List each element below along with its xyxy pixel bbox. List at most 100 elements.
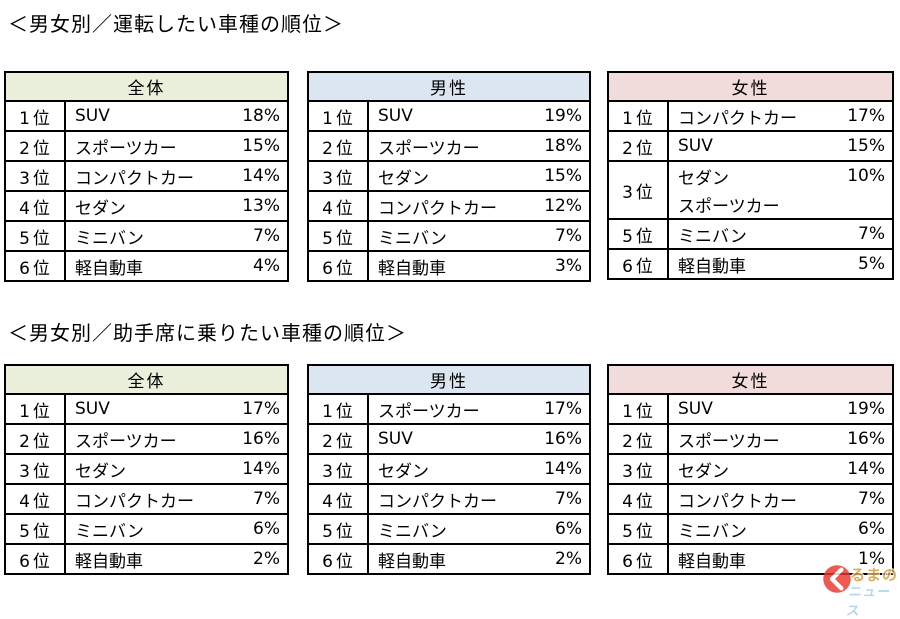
rank-cell: 2位: [607, 423, 669, 455]
name-cell: 軽自動車: [64, 543, 224, 575]
value-cell: 7%: [222, 220, 290, 252]
rank-cell: 6位: [307, 543, 369, 575]
value-cell: 10%: [827, 160, 895, 220]
value-cell: 7%: [222, 483, 290, 515]
table-title-overall-passenger: 全体: [4, 364, 289, 395]
value-cell: 6%: [827, 513, 895, 545]
name-cell: セダン: [667, 453, 829, 485]
rank-cell: 1位: [607, 393, 669, 425]
value-cell: 7%: [524, 483, 592, 515]
rank-cell: 5位: [307, 220, 369, 252]
value-cell: 18%: [222, 100, 290, 132]
rank-cell: 1位: [4, 100, 66, 132]
name-cell: 軽自動車: [64, 250, 224, 282]
ranking-table-overall-passenger: 全体 1位 SUV 17% 2位 スポーツカー 16% 3位 セダン 14% 4位 コンパクトカー 7%…: [4, 364, 290, 575]
rank-cell: 6位: [307, 250, 369, 282]
value-cell: 14%: [524, 453, 592, 485]
value-cell: 6%: [222, 513, 290, 545]
name-cell: 軽自動車: [367, 250, 526, 282]
ranking-table-overall-drive: 全体 1位 SUV 18% 2位 スポーツカー 15% 3位 コンパクトカー 14% 4位 セダン 13…: [4, 71, 290, 282]
rank-cell: 2位: [307, 130, 369, 162]
name-cell: SUV: [667, 130, 829, 162]
rank-cell: 2位: [4, 423, 66, 455]
tables-row-drive: 全体 1位 SUV 18% 2位 スポーツカー 15% 3位 コンパクトカー 14% 4位 セダン 13…: [0, 71, 900, 285]
ranking-table-female-passenger: 女性 1位 SUV 19% 2位 スポーツカー 16% 3位 セダン 14% 4位 コンパクトカー 7%…: [607, 364, 895, 575]
rank-cell: 3位: [4, 453, 66, 485]
value-cell: 14%: [222, 453, 290, 485]
rank-cell: 3位: [4, 160, 66, 192]
section-title-drive: ＜男女別／運転したい車種の順位＞: [8, 12, 344, 36]
watermark-text-bottom: ニュース: [845, 585, 893, 619]
name-cell: SUV: [367, 100, 526, 132]
ranking-table-female-drive: 女性 1位 コンパクトカー 17% 2位 SUV 15% 3位 セダン 10% スポーツカー 5位 ミニ…: [607, 71, 895, 280]
name-cell: コンパクトカー: [667, 100, 829, 132]
value-cell: 17%: [222, 393, 290, 425]
rank-cell: 2位: [607, 130, 669, 162]
value-cell: 3%: [524, 250, 592, 282]
rank-cell: 4位: [4, 483, 66, 515]
value-cell: 16%: [524, 423, 592, 455]
name-cell: 軽自動車: [667, 543, 829, 575]
value-cell: 15%: [524, 160, 592, 192]
name-cell: SUV: [64, 100, 224, 132]
value-cell: 19%: [827, 393, 895, 425]
name-cell: ミニバン: [667, 218, 829, 250]
value-cell: 7%: [827, 218, 895, 250]
rank-cell: 5位: [607, 218, 669, 250]
value-cell: 19%: [524, 100, 592, 132]
rank-cell: 3位: [307, 160, 369, 192]
value-cell: 13%: [222, 190, 290, 222]
ranking-table-male-drive: 男性 1位 SUV 19% 2位 スポーツカー 18% 3位 セダン 15% 4位 コンパクトカー 12…: [307, 71, 592, 282]
name-cell: スポーツカー: [667, 190, 829, 220]
name-cell: コンパクトカー: [64, 483, 224, 515]
value-cell: 15%: [827, 130, 895, 162]
news-logo-icon: [823, 565, 851, 593]
rank-cell: 3位: [307, 453, 369, 485]
value-cell: 2%: [524, 543, 592, 575]
value-cell: 6%: [524, 513, 592, 545]
name-cell: コンパクトカー: [667, 483, 829, 515]
table-title-male-passenger: 男性: [307, 364, 591, 395]
value-cell: 16%: [827, 423, 895, 455]
table-title-female-drive: 女性: [607, 71, 894, 102]
news-watermark: るまの ニュース: [822, 562, 900, 619]
name-cell: 軽自動車: [367, 543, 526, 575]
name-cell: スポーツカー: [64, 130, 224, 162]
rank-cell: 6位: [4, 250, 66, 282]
name-cell: スポーツカー: [367, 393, 526, 425]
rank-cell: 1位: [4, 393, 66, 425]
name-cell: スポーツカー: [367, 130, 526, 162]
name-cell: ミニバン: [64, 513, 224, 545]
value-cell: 4%: [222, 250, 290, 282]
rank-cell: 2位: [4, 130, 66, 162]
name-cell: セダン: [667, 160, 829, 190]
table-title-male-drive: 男性: [307, 71, 591, 102]
name-cell: スポーツカー: [64, 423, 224, 455]
rank-cell: 5位: [607, 513, 669, 545]
rank-cell: 1位: [307, 100, 369, 132]
name-cell: セダン: [367, 160, 526, 192]
rank-cell: 1位: [307, 393, 369, 425]
ranking-table-male-passenger: 男性 1位 スポーツカー 17% 2位 SUV 16% 3位 セダン 14% 4位 コンパクトカー 7%…: [307, 364, 592, 575]
table-title-female-passenger: 女性: [607, 364, 894, 395]
name-cell: スポーツカー: [667, 423, 829, 455]
value-cell: 7%: [524, 220, 592, 252]
rank-cell: 6位: [607, 248, 669, 280]
value-cell: 14%: [827, 453, 895, 485]
name-cell: SUV: [367, 423, 526, 455]
name-cell: セダン: [64, 190, 224, 222]
section-title-passenger: ＜男女別／助手席に乗りたい車種の順位＞: [8, 321, 407, 345]
rank-cell: 6位: [4, 543, 66, 575]
name-cell: ミニバン: [367, 220, 526, 252]
name-cell: 軽自動車: [667, 248, 829, 280]
watermark-text-top: るまの: [850, 566, 899, 584]
rank-cell: 3位: [607, 453, 669, 485]
name-cell: コンパクトカー: [367, 190, 526, 222]
rank-cell: 5位: [4, 513, 66, 545]
rank-cell: 6位: [607, 543, 669, 575]
name-cell: SUV: [667, 393, 829, 425]
rank-cell: 4位: [4, 190, 66, 222]
name-cell: ミニバン: [64, 220, 224, 252]
name-cell: セダン: [367, 453, 526, 485]
name-cell: SUV: [64, 393, 224, 425]
